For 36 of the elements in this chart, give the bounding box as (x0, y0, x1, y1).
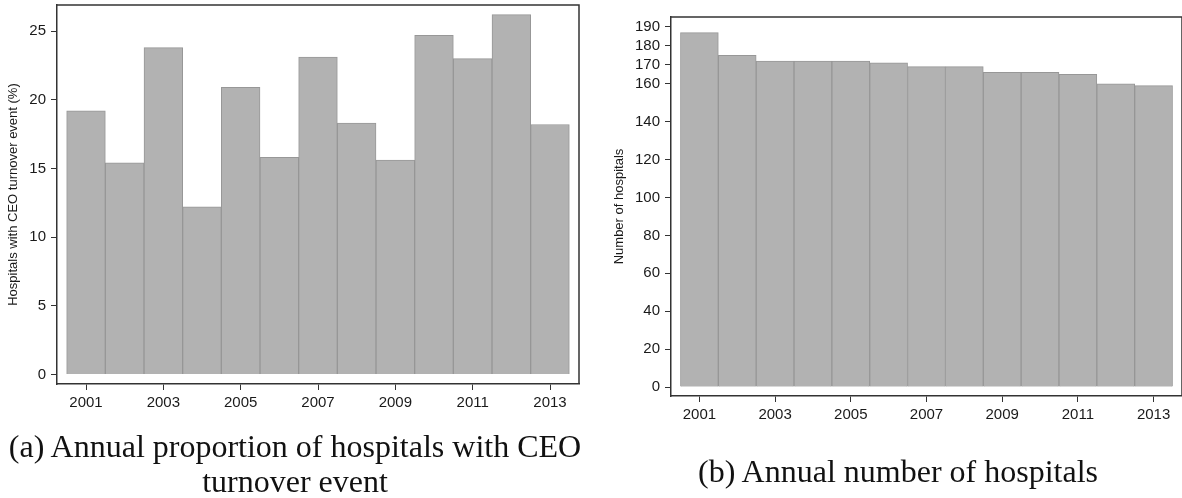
y-tick-label: 0 (37, 364, 46, 382)
y-tick-label: 80 (643, 225, 660, 243)
y-tick-label: 20 (29, 89, 46, 107)
y-tick-label: 60 (643, 263, 660, 281)
x-tick-label: 2011 (456, 393, 489, 411)
x-tick-label: 2011 (1061, 405, 1095, 423)
y-tick-label: 180 (634, 35, 660, 53)
x-tick-label: 2009 (985, 405, 1019, 423)
x-tick-label: 2013 (1136, 405, 1171, 423)
text: (a) Annual proportion of hospitals with CEO turnover event (7, 428, 583, 498)
x-tick-label: 2007 (909, 405, 944, 423)
x-tick-label: 2007 (301, 393, 335, 411)
x-tick-label: 2005 (834, 405, 868, 423)
x-tick-label: 2005 (223, 393, 258, 411)
y-tick-label: 100 (634, 187, 660, 205)
y-tick-label: 120 (634, 149, 660, 167)
y-tick-label: 140 (634, 111, 660, 129)
x-tick-label: 2001 (682, 405, 717, 423)
x-tick-label: 2001 (69, 393, 103, 411)
y-tick-label: 20 (643, 339, 660, 357)
y-axis-title: Number of hospitals (611, 148, 627, 265)
y-tick-label: 40 (643, 301, 660, 319)
y-axis-title: Hospitals with CEO turnover event (%) (5, 83, 21, 306)
y-tick-label: 10 (29, 227, 46, 245)
y-tick-label: 170 (634, 54, 660, 72)
x-tick-label: 2003 (758, 405, 792, 423)
x-tick-label: 2013 (533, 393, 567, 411)
x-tick-label: 2003 (146, 393, 181, 411)
y-tick-label: 190 (634, 17, 660, 34)
y-tick-label: 25 (29, 21, 46, 39)
text: (b) Annual number of hospitals (697, 453, 1099, 489)
y-tick-label: 0 (651, 377, 660, 395)
y-tick-label: 5 (37, 295, 46, 313)
y-tick-label: 15 (29, 158, 46, 176)
x-tick-label: 2009 (378, 393, 413, 411)
y-tick-label: 160 (634, 73, 660, 91)
